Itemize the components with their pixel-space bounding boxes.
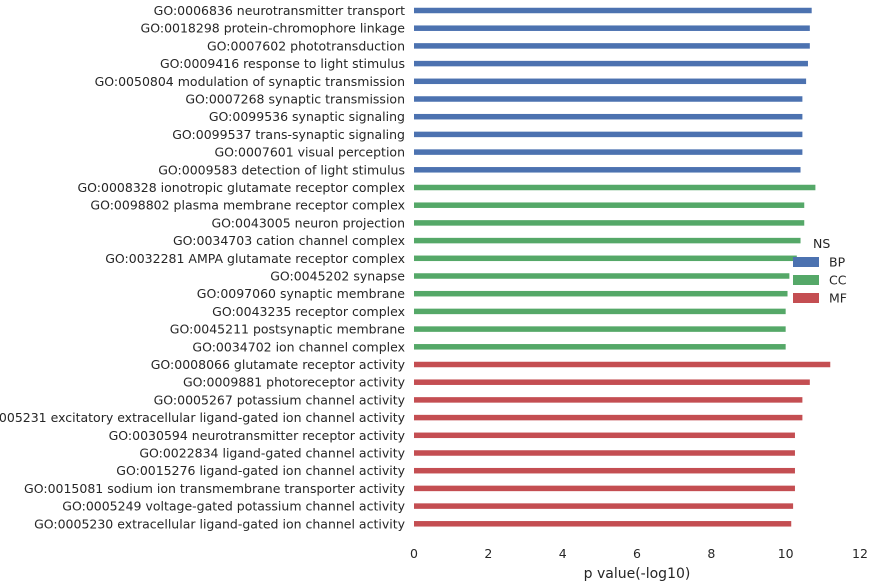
- legend: NS BP CC MF: [793, 236, 847, 306]
- category-label-25: GO:0022834 ligand-gated channel activity: [139, 446, 405, 461]
- category-labels: GO:0006836 neurotransmitter transport GO:…: [0, 3, 406, 531]
- legend-label-cc: CC: [829, 273, 847, 288]
- legend-swatch-cc: [793, 275, 819, 285]
- bar-21: [414, 379, 810, 385]
- category-label-4: GO:0050804 modulation of synaptic transm…: [95, 74, 405, 89]
- bar-10: [414, 184, 816, 191]
- category-label-6: GO:0099536 synaptic signaling: [209, 109, 405, 124]
- bar-9: [414, 167, 801, 173]
- bar-28: [414, 503, 794, 509]
- bar-20: [414, 361, 831, 368]
- bar-5: [414, 96, 803, 102]
- x-axis-ticks: 0 2 4 6 8 10 12: [410, 546, 868, 561]
- x-tick-label-0: 0: [410, 546, 418, 561]
- legend-swatch-bp: [793, 257, 819, 267]
- category-label-21: GO:0009881 photoreceptor activity: [183, 375, 406, 390]
- bar-7: [414, 131, 803, 138]
- bar-0: [414, 7, 812, 14]
- bar-18: [414, 326, 786, 332]
- category-label-13: GO:0034703 cation channel complex: [173, 233, 405, 248]
- category-label-2: GO:0007602 phototransduction: [207, 38, 405, 53]
- category-label-16: GO:0097060 synaptic membrane: [197, 286, 406, 301]
- bar-12: [414, 220, 805, 226]
- category-label-26: GO:0015276 ligand-gated ion channel acti…: [116, 463, 405, 478]
- category-label-7: GO:0099537 trans-synaptic signaling: [172, 127, 405, 142]
- category-label-23: GO:0005231 excitatory extracellular liga…: [0, 410, 406, 425]
- bar-19: [414, 344, 786, 350]
- category-label-9: GO:0009583 detection of light stimulus: [158, 162, 405, 177]
- legend-title: NS: [813, 236, 830, 251]
- bar-15: [414, 273, 790, 279]
- bar-26: [414, 467, 795, 474]
- category-label-0: GO:0006836 neurotransmitter transport: [154, 3, 405, 18]
- category-label-19: GO:0034702 ion channel complex: [192, 339, 405, 354]
- bar-24: [414, 432, 795, 439]
- bar-3: [414, 60, 808, 67]
- category-label-14: GO:0032281 AMPA glutamate receptor compl…: [105, 251, 405, 266]
- category-label-11: GO:0098802 plasma membrane receptor comp…: [90, 198, 405, 213]
- bar-2: [414, 43, 810, 49]
- x-tick-label-6: 12: [852, 546, 868, 561]
- x-tick-label-4: 8: [707, 546, 715, 561]
- x-tick-label-5: 10: [778, 546, 794, 561]
- bar-25: [414, 450, 795, 456]
- category-label-12: GO:0043005 neuron projection: [211, 215, 405, 230]
- bar-22: [414, 397, 803, 403]
- bar-14: [414, 255, 797, 262]
- category-label-8: GO:0007601 visual perception: [214, 145, 405, 160]
- legend-label-bp: BP: [829, 255, 846, 270]
- legend-swatch-mf: [793, 293, 819, 303]
- category-label-28: GO:0005249 voltage-gated potassium chann…: [62, 499, 405, 514]
- bar-4: [414, 78, 807, 85]
- legend-label-mf: MF: [829, 291, 847, 306]
- x-tick-label-2: 4: [559, 546, 567, 561]
- category-label-27: GO:0015081 sodium ion transmembrane tran…: [24, 481, 406, 496]
- category-label-18: GO:0045211 postsynaptic membrane: [170, 322, 406, 337]
- bar-27: [414, 485, 795, 492]
- bar-1: [414, 25, 810, 31]
- bars: [414, 7, 831, 527]
- x-tick-label-1: 2: [484, 546, 492, 561]
- bar-13: [414, 237, 801, 244]
- x-tick-label-3: 6: [633, 546, 641, 561]
- category-label-24: GO:0030594 neurotransmitter receptor act…: [109, 428, 406, 443]
- bar-16: [414, 290, 788, 297]
- bar-23: [414, 414, 803, 421]
- category-label-22: GO:0005267 potassium channel activity: [154, 392, 406, 407]
- bar-6: [414, 113, 803, 120]
- category-label-15: GO:0045202 synapse: [270, 269, 405, 284]
- bar-17: [414, 308, 786, 315]
- category-label-3: GO:0009416 response to light stimulus: [160, 56, 405, 71]
- category-label-10: GO:0008328 ionotropic glutamate receptor…: [78, 180, 406, 195]
- x-axis-label: p value(-log10): [584, 566, 691, 582]
- category-label-1: GO:0018298 protein-chromophore linkage: [141, 21, 406, 36]
- bar-11: [414, 202, 805, 208]
- bar-29: [414, 521, 792, 527]
- bar-8: [414, 149, 803, 155]
- category-label-17: GO:0043235 receptor complex: [212, 304, 405, 319]
- category-label-20: GO:0008066 glutamate receptor activity: [151, 357, 406, 372]
- category-label-29: GO:0005230 extracellular ligand-gated io…: [34, 516, 406, 531]
- category-label-5: GO:0007268 synaptic transmission: [185, 92, 405, 107]
